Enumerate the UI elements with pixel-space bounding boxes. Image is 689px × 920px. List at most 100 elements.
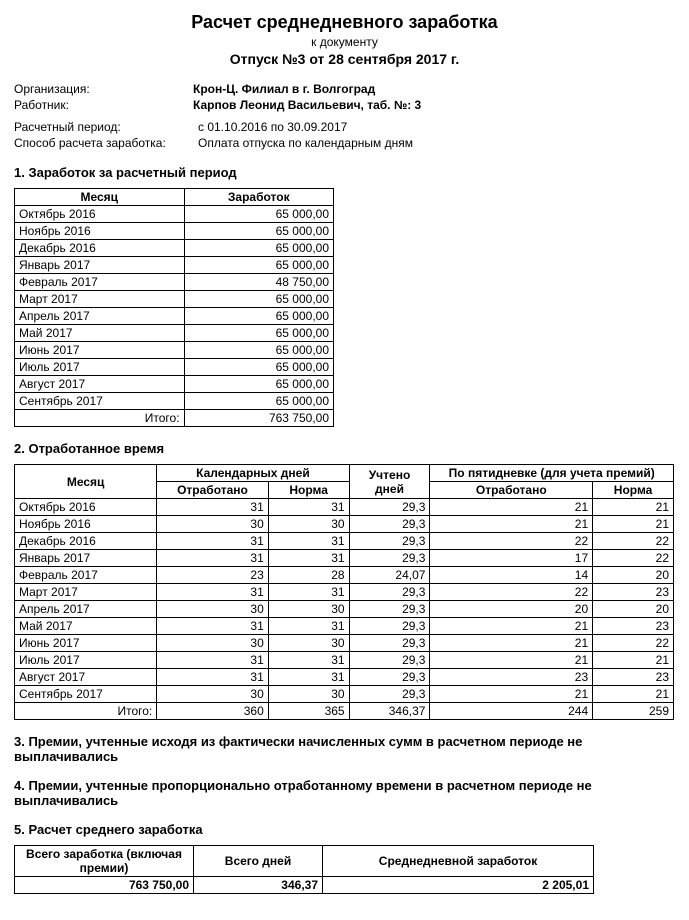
cell-month: Декабрь 2016 — [15, 533, 157, 550]
cell-value: 65 000,00 — [184, 240, 333, 257]
table-row: Апрель 201765 000,00 — [15, 308, 334, 325]
section4-heading: 4. Премии, учтенные пропорционально отра… — [14, 778, 675, 808]
cell: 30 — [268, 686, 349, 703]
table-total-row: Итого:763 750,00 — [15, 410, 334, 427]
grp-calendar: Календарных дней — [157, 465, 349, 482]
cell: 20 — [593, 567, 674, 584]
cell-month: Май 2017 — [15, 325, 185, 342]
grp-five: По пятидневке (для учета премий) — [430, 465, 674, 482]
cell: 29,3 — [349, 533, 430, 550]
cell-value: 65 000,00 — [184, 308, 333, 325]
section5-heading: 5. Расчет среднего заработка — [14, 822, 675, 837]
period-value: с 01.10.2016 по 30.09.2017 — [198, 119, 417, 135]
table-row: Январь 201765 000,00 — [15, 257, 334, 274]
cell-month: Июль 2017 — [15, 652, 157, 669]
table-row: Январь 2017313129,31722 — [15, 550, 674, 567]
org-label: Организация: — [14, 81, 193, 97]
table-row: Ноябрь 2016303029,32121 — [15, 516, 674, 533]
table-total-row: Итого:360365346,37244259 — [15, 703, 674, 720]
cell: 21 — [430, 635, 593, 652]
cell: 31 — [157, 669, 269, 686]
cell-month: Октябрь 2016 — [15, 499, 157, 516]
cell: 17 — [430, 550, 593, 567]
cell: 29,3 — [349, 584, 430, 601]
cell-value: 65 000,00 — [184, 393, 333, 410]
table-row: Сентябрь 201765 000,00 — [15, 393, 334, 410]
col-worked-2: Отработано — [430, 482, 593, 499]
cell-value: 65 000,00 — [184, 223, 333, 240]
table-row: Декабрь 2016313129,32222 — [15, 533, 674, 550]
total-label: Итого: — [15, 410, 185, 427]
avg-col2: Всего дней — [194, 846, 323, 877]
cell: 31 — [157, 499, 269, 516]
cell: 31 — [157, 584, 269, 601]
col-norm-2: Норма — [593, 482, 674, 499]
cell-month: Ноябрь 2016 — [15, 516, 157, 533]
cell-month: Февраль 2017 — [15, 274, 185, 291]
cell: 21 — [430, 652, 593, 669]
cell: 30 — [157, 601, 269, 618]
col-worked: Отработано — [157, 482, 269, 499]
cell: 22 — [593, 550, 674, 567]
table-row: Апрель 2017303029,32020 — [15, 601, 674, 618]
table-row: Октябрь 2016313129,32121 — [15, 499, 674, 516]
cell-month: Октябрь 2016 — [15, 206, 185, 223]
cell: 31 — [268, 550, 349, 567]
cell: 31 — [268, 669, 349, 686]
total-label: Итого: — [15, 703, 157, 720]
cell: 21 — [430, 516, 593, 533]
cell: 21 — [593, 652, 674, 669]
cell: 29,3 — [349, 516, 430, 533]
cell-value: 65 000,00 — [184, 342, 333, 359]
method-value: Оплата отпуска по календарным дням — [198, 135, 417, 151]
cell-month: Июль 2017 — [15, 359, 185, 376]
info-block: Организация: Крон-Ц. Филиал в г. Волгогр… — [14, 81, 425, 113]
table-row: Июль 2017313129,32121 — [15, 652, 674, 669]
cell-month: Апрель 2017 — [15, 308, 185, 325]
cell-value: 48 750,00 — [184, 274, 333, 291]
col-earn: Заработок — [184, 189, 333, 206]
cell: 31 — [268, 652, 349, 669]
cell-value: 65 000,00 — [184, 325, 333, 342]
info-block-2: Расчетный период: с 01.10.2016 по 30.09.… — [14, 119, 417, 151]
cell-month: Август 2017 — [15, 669, 157, 686]
total-cell: 346,37 — [349, 703, 430, 720]
cell: 30 — [157, 686, 269, 703]
avg-col3: Среднедневной заработок — [323, 846, 594, 877]
average-table: Всего заработка (включая премии) Всего д… — [14, 845, 594, 894]
cell: 29,3 — [349, 601, 430, 618]
cell: 23 — [593, 584, 674, 601]
cell-month: Март 2017 — [15, 584, 157, 601]
cell: 30 — [268, 516, 349, 533]
cell: 22 — [593, 533, 674, 550]
table-row: Август 2017313129,32323 — [15, 669, 674, 686]
cell: 22 — [430, 533, 593, 550]
table-row: Август 201765 000,00 — [15, 376, 334, 393]
cell: 21 — [430, 618, 593, 635]
cell-month: Декабрь 2016 — [15, 240, 185, 257]
avg-v3: 2 205,01 — [323, 877, 594, 894]
table-row: Май 2017313129,32123 — [15, 618, 674, 635]
cell-month: Апрель 2017 — [15, 601, 157, 618]
cell: 14 — [430, 567, 593, 584]
cell: 21 — [430, 686, 593, 703]
section2-heading: 2. Отработанное время — [14, 441, 675, 456]
cell-month: Январь 2017 — [15, 550, 157, 567]
table-row: Сентябрь 2017303029,32121 — [15, 686, 674, 703]
section3-heading: 3. Премии, учтенные исходя из фактически… — [14, 734, 675, 764]
cell: 22 — [430, 584, 593, 601]
cell: 23 — [593, 669, 674, 686]
cell: 31 — [157, 618, 269, 635]
doc-line: Отпуск №3 от 28 сентября 2017 г. — [14, 51, 675, 67]
cell-value: 65 000,00 — [184, 359, 333, 376]
cell: 23 — [593, 618, 674, 635]
total-cell: 360 — [157, 703, 269, 720]
cell-month: Март 2017 — [15, 291, 185, 308]
cell: 30 — [268, 635, 349, 652]
section1-heading: 1. Заработок за расчетный период — [14, 165, 675, 180]
cell: 30 — [157, 635, 269, 652]
cell: 29,3 — [349, 635, 430, 652]
total-cell: 259 — [593, 703, 674, 720]
cell-month: Июнь 2017 — [15, 342, 185, 359]
cell: 22 — [593, 635, 674, 652]
